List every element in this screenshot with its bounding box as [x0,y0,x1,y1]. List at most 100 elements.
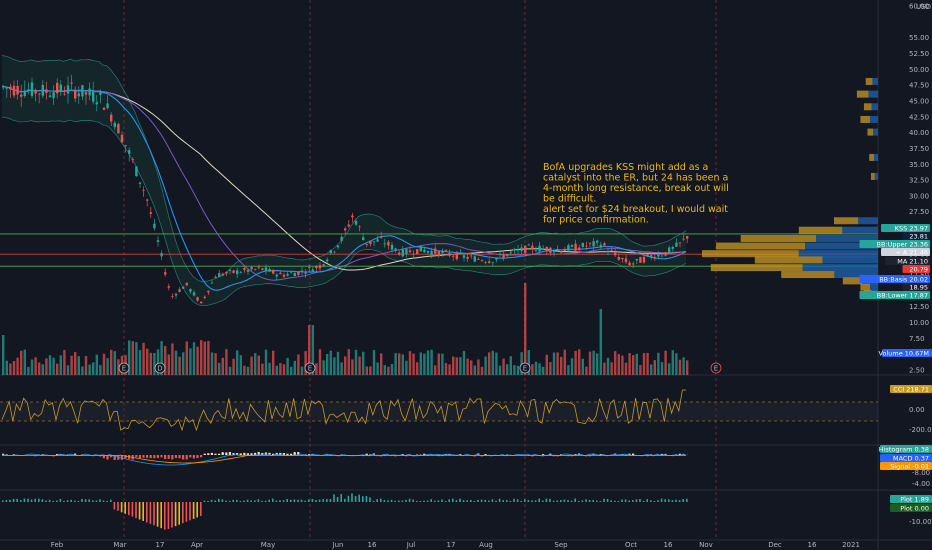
candle-body [473,256,476,262]
macd-badge-label: MACD 0.37 [893,454,929,462]
candle-body [12,85,16,96]
macd-histogram-bar [290,453,293,455]
volume-bar [473,365,476,375]
volume-bar [664,350,667,375]
oscillator-bar [387,500,389,502]
macd-histogram-bar [293,452,296,455]
volume-profile-bar-down [868,90,878,98]
oscillator-bar [149,502,152,524]
volume-bar [5,360,8,375]
volume-bar [466,358,469,375]
earnings-marker-label: E [523,365,527,373]
volume-bar [603,362,606,375]
candle-body [423,249,426,253]
price-badge-label: MA 21.10 [897,257,928,265]
volume-bar [23,349,26,375]
candle-body [326,259,329,262]
candle-body [509,251,512,253]
candle-body [495,258,498,260]
oscillator-bar [261,500,263,502]
oscillator-bar [448,499,450,502]
volume-profile-bar-down [858,217,878,225]
candle-body [286,273,289,276]
macd-histogram-bar [250,453,253,455]
annotation-line: catalyst into the ER, but 24 has been a [543,173,728,184]
volume-bar [315,363,318,375]
macd-histogram-bar [484,454,487,455]
volume-bar [686,360,689,375]
price-tick-label: 52.50 [909,50,929,58]
oscillator-bar [128,502,130,516]
candle-body [232,270,235,273]
oscillator-bar [124,502,126,514]
oscillator-bar [412,499,414,502]
candle-body [390,244,394,250]
volume-bar [135,342,138,375]
volume-bar [398,353,401,375]
macd-histogram-bar [2,453,5,455]
oscillator-bar [502,500,504,502]
volume-bar [257,355,260,375]
macd-histogram-bar [156,455,159,458]
macd-histogram-bar [542,454,545,455]
oscillator-bar [423,500,425,502]
oscillator-bar [657,500,659,502]
candle-body [210,282,214,284]
candle-body [408,250,412,253]
candle-body [41,85,44,96]
volume-bar [527,350,530,375]
candle-body [264,267,268,272]
oscillator-bar [250,500,252,502]
ema-fast-line [1,85,687,291]
bollinger-band-fill [2,55,686,306]
price-badge [859,240,930,248]
volume-bar [30,359,34,375]
oscillator-bar [675,499,677,502]
candle-body [610,250,613,251]
annotation-line: for price confirmation. [543,215,649,226]
volume-bar [506,364,509,375]
volume-bar [106,358,109,375]
oscillator-bar [552,500,555,502]
volume-bar [246,366,250,375]
volume-bar [27,366,30,375]
candle-body [182,286,185,289]
oscillator-bar [650,500,652,502]
candle-body [290,272,293,274]
oscillator-bar [545,498,548,502]
time-axis-label: Nov [699,541,713,549]
candle-body [416,249,419,255]
oscillator-bar [578,500,580,502]
volume-bar [365,366,368,375]
oscillator-bar [2,500,4,502]
candle-body [99,91,102,95]
oscillator-tick-label: -10.00 [909,518,932,526]
volume-bar [52,357,55,375]
candle-body [578,247,581,250]
volume-bar [128,340,131,375]
oscillator-bar [99,499,101,502]
oscillator-bar [243,500,245,502]
volume-bar [354,349,358,375]
oscillator-bar [491,499,494,502]
volume-bar [45,358,48,375]
candle-body [297,271,300,275]
candle-body [365,244,368,245]
macd-line [1,453,687,466]
candle-body [552,250,556,253]
volume-bar [318,349,322,375]
candle-body [5,87,8,89]
candle-body [603,243,606,246]
oscillator-bar [639,498,641,502]
volume-bar [390,363,394,375]
candle-body [380,236,383,238]
oscillator-bar [347,495,350,502]
macd-badge-label: Signal -0.01 [890,462,929,470]
macd-histogram-bar [236,453,239,455]
macd-histogram-bar [146,455,149,458]
macd-histogram-bar [304,454,307,455]
candle-body [614,252,617,256]
volume-bar [488,352,491,375]
oscillator-bar [329,498,332,502]
